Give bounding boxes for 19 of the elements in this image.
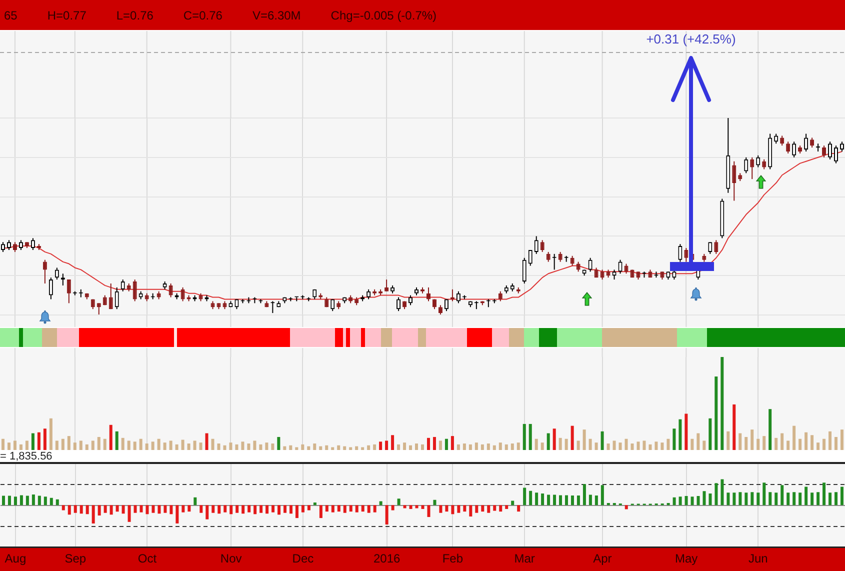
text: +0.31 (+42.5%) [646, 32, 736, 47]
text: 65 [4, 8, 18, 22]
text: L=0.76 [116, 8, 154, 22]
x-tick-label: Nov [220, 551, 242, 566]
chart-title: = 1,835.56 [0, 450, 52, 463]
x-tick-label: 2016 [373, 551, 400, 566]
x-tick-label: Jun [748, 551, 768, 566]
text: V=6.30M [252, 8, 301, 22]
x-tick-label: Dec [292, 551, 314, 566]
x-tick-label: Aug [4, 551, 26, 566]
x-tick-label: May [674, 551, 698, 566]
x-tick-label: Feb [442, 551, 464, 566]
x-tick-label: Apr [593, 551, 612, 566]
text: C=0.76 [183, 8, 223, 22]
x-tick-label: Mar [514, 551, 535, 566]
x-tick-label: Oct [138, 551, 158, 566]
text: H=0.77 [47, 8, 87, 22]
text: Chg=-0.005 (-0.7%) [330, 8, 437, 22]
x-tick-label: Sep [64, 551, 86, 566]
